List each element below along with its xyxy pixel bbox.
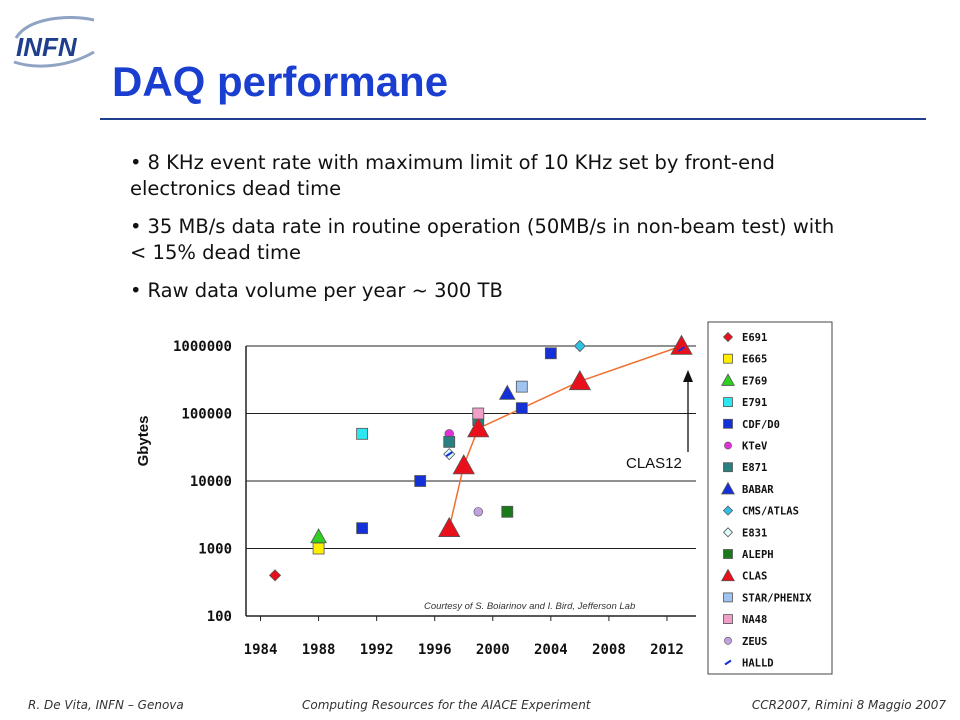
legend-marker-e831 bbox=[722, 527, 734, 538]
clas12-annotation: CLAS12 bbox=[626, 455, 682, 472]
data-point-star-phenix bbox=[515, 380, 528, 393]
legend-marker-babar bbox=[721, 481, 735, 495]
legend-label: STAR/PHENIX bbox=[742, 592, 812, 604]
data-point-babar bbox=[498, 384, 516, 400]
data-point-clas bbox=[568, 369, 592, 391]
y-tick-label: 100000 bbox=[181, 407, 232, 423]
legend-marker-halld bbox=[724, 659, 732, 666]
x-tick-label: 2004 bbox=[534, 642, 568, 658]
data-point-cdf-d0 bbox=[544, 347, 557, 360]
legend-label: NA48 bbox=[742, 614, 767, 626]
legend-label: HALLD bbox=[742, 658, 774, 670]
bullet-item: • Raw data volume per year ~ 300 TB bbox=[130, 278, 850, 304]
logo-text: INFN bbox=[16, 32, 78, 62]
legend-label: CDF/D0 bbox=[742, 419, 780, 431]
data-point-clas bbox=[670, 334, 693, 355]
legend-label: E831 bbox=[742, 527, 767, 539]
legend-label: ALEPH bbox=[742, 549, 774, 561]
axis-layer: 100 1000 10000 100000 1000000 1984 1988 1992 199… bbox=[173, 339, 696, 658]
legend-marker-e691 bbox=[722, 331, 734, 343]
legend-label: KTeV bbox=[742, 441, 768, 453]
bullet-text: 8 KHz event rate with maximum limit of 1… bbox=[130, 151, 775, 200]
x-tick-label: 2000 bbox=[476, 642, 510, 658]
data-point-clas bbox=[438, 516, 461, 537]
courtesy-note: Courtesy of S. Boiarinov and I. Bird, Je… bbox=[424, 601, 635, 612]
data-point-zeus bbox=[473, 507, 483, 517]
data-point-clas bbox=[452, 454, 475, 475]
y-tick-label: 1000 bbox=[198, 542, 232, 558]
legend-label: ZEUS bbox=[742, 636, 767, 648]
legend-marker-na48 bbox=[723, 614, 733, 624]
legend-label: E871 bbox=[742, 462, 767, 474]
bullet-icon: • bbox=[130, 215, 142, 238]
mark-layer bbox=[268, 334, 693, 582]
y-axis-label: Gbytes bbox=[135, 416, 152, 467]
bullet-text: 35 MB/s data rate in routine operation (… bbox=[130, 215, 835, 264]
data-point-e871 bbox=[443, 435, 456, 448]
y-tick-label: 10000 bbox=[190, 474, 232, 490]
footer: R. De Vita, INFN – Genova Computing Reso… bbox=[0, 698, 960, 716]
legend-label: E791 bbox=[742, 397, 767, 409]
data-point-clas bbox=[467, 417, 490, 438]
y-tick-label: 1000000 bbox=[173, 339, 232, 355]
legend-label: CMS/ATLAS bbox=[742, 506, 799, 518]
legend-label: E691 bbox=[742, 332, 767, 344]
x-tick-label: 1996 bbox=[418, 642, 452, 658]
bullet-icon: • bbox=[130, 151, 142, 174]
legend-marker-e665 bbox=[723, 353, 733, 364]
data-point-cdf-d0 bbox=[356, 522, 369, 535]
data-point-e665 bbox=[312, 542, 325, 555]
footer-venue: CCR2007, Rimini 8 Maggio 2007 bbox=[751, 698, 946, 712]
bullet-icon: • bbox=[130, 279, 142, 302]
legend-marker-e791 bbox=[723, 397, 733, 408]
infn-logo: INFN bbox=[8, 8, 98, 68]
legend-marker-clas bbox=[721, 568, 735, 582]
legend-marker-aleph bbox=[723, 549, 733, 559]
bullet-list: • 8 KHz event rate with maximum limit of … bbox=[130, 150, 850, 316]
label-layer: Gbytes CLAS12 Courtesy of S. Boiarinov and… bbox=[135, 370, 693, 612]
legend-marker-e871 bbox=[723, 462, 733, 473]
data-point-na48 bbox=[472, 407, 485, 420]
legend-marker-zeus bbox=[724, 636, 732, 645]
legend-label: E769 bbox=[742, 375, 767, 387]
logo-arc-top bbox=[14, 15, 95, 39]
data-point-halld bbox=[677, 346, 686, 352]
legend-marker-e769 bbox=[721, 373, 735, 386]
infn-logo-graphic: INFN bbox=[13, 15, 95, 68]
x-tick-label: 1984 bbox=[244, 642, 278, 658]
logo-arc-bottom bbox=[13, 50, 95, 68]
legend-marker-cdf-d0 bbox=[723, 418, 733, 429]
legend-marker-ktev bbox=[724, 441, 732, 450]
x-tick-label: 1988 bbox=[302, 642, 336, 658]
data-point-aleph bbox=[501, 505, 514, 518]
x-tick-label: 1992 bbox=[360, 642, 394, 658]
data-point-cdf-d0 bbox=[515, 402, 528, 415]
legend-marker-cms-atlas bbox=[722, 505, 734, 516]
bullet-text: Raw data volume per year ~ 300 TB bbox=[147, 279, 503, 302]
data-point-halld bbox=[445, 451, 453, 457]
x-tick-label: 2012 bbox=[650, 642, 684, 658]
legend-label: E665 bbox=[742, 354, 767, 366]
legend-label: BABAR bbox=[742, 484, 774, 496]
data-point-e791 bbox=[356, 427, 369, 440]
data-point-cdf-d0 bbox=[414, 475, 427, 487]
legend-label: CLAS bbox=[742, 571, 767, 583]
legend-layer: E691 E665 E769 E791 CDF/D0 KTeV E871 BABAR CMS/A… bbox=[707, 321, 833, 675]
y-tick-label: 100 bbox=[207, 609, 232, 625]
page-title: DAQ performane bbox=[112, 58, 449, 105]
bullet-item: • 8 KHz event rate with maximum limit of … bbox=[130, 150, 850, 202]
title-divider bbox=[100, 118, 926, 120]
data-point-e769 bbox=[310, 528, 327, 544]
data-point-cms-atlas bbox=[573, 339, 586, 353]
bullet-item: • 35 MB/s data rate in routine operation … bbox=[130, 214, 850, 266]
footer-author: R. De Vita, INFN – Genova bbox=[28, 698, 184, 712]
data-point-e691 bbox=[268, 569, 282, 582]
legend-marker-star-phenix bbox=[723, 592, 733, 603]
footer-talk-title: Computing Resources for the AIACE Experi… bbox=[302, 698, 591, 712]
clas12-arrow-head bbox=[683, 370, 693, 382]
x-tick-label: 2008 bbox=[592, 642, 626, 658]
